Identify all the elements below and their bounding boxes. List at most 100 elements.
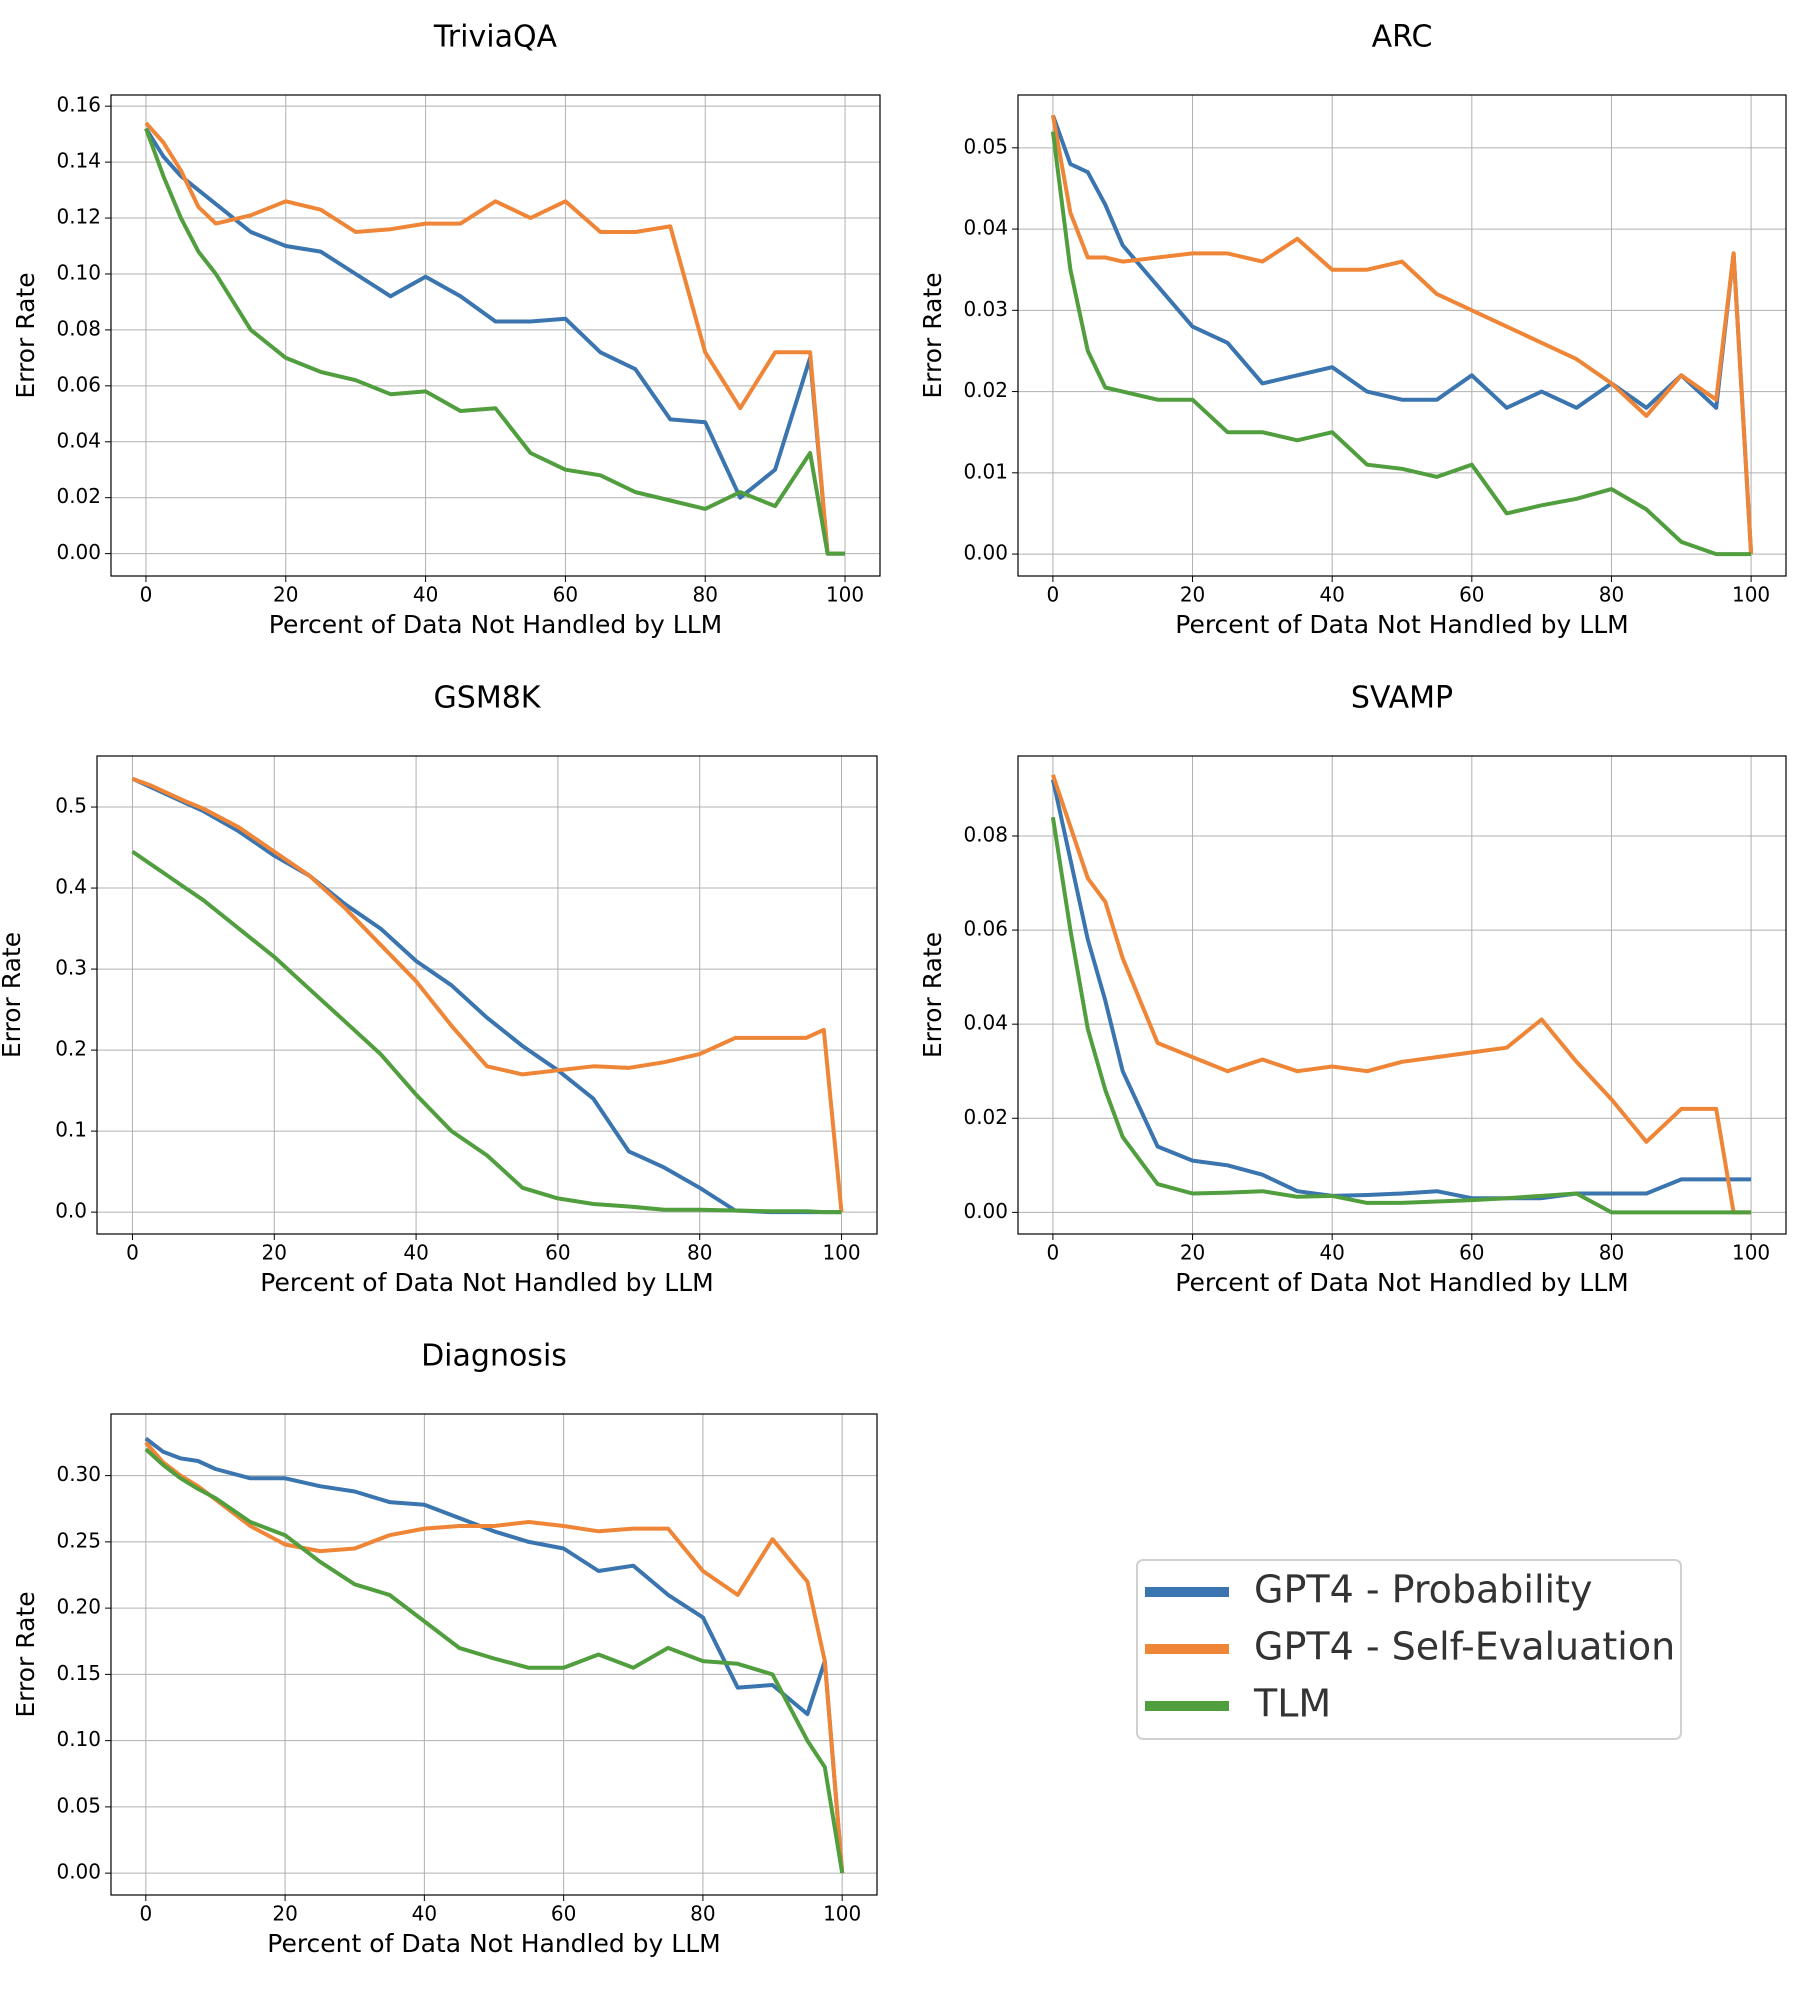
- x-tick-label: 40: [413, 583, 438, 607]
- subplot: 0 20 40 60 80 100 0.00 0.02 0.04 0.06 0.08 SVAMP Per…: [918, 681, 1787, 1297]
- chart-title: TriviaQA: [433, 20, 558, 55]
- y-tick-label: 0.10: [56, 1727, 101, 1751]
- series-line: [144, 121, 845, 556]
- y-tick-label: 0.01: [963, 459, 1008, 483]
- y-tick-label: 0.05: [56, 1793, 101, 1817]
- x-tick-label: 0: [126, 1241, 139, 1265]
- x-tick-label: 100: [1732, 583, 1770, 607]
- x-tick-label: 60: [553, 583, 578, 607]
- subplot: 0 20 40 60 80 100 0.00 0.05 0.10 0.15 0.20 0.25 0.30…: [11, 1339, 878, 1958]
- series-line: [1051, 774, 1752, 1215]
- legend: GPT4 - Probability GPT4 - Self-Evaluation…: [1136, 1559, 1682, 1740]
- x-tick-label: 80: [693, 583, 718, 607]
- x-tick-label: 20: [273, 583, 298, 607]
- chart-title: GSM8K: [434, 681, 542, 716]
- series-line: [144, 1447, 845, 1874]
- y-tick-label: 0.4: [55, 875, 87, 899]
- y-tick-label: 0.05: [963, 134, 1008, 158]
- y-axis-label: Error Rate: [918, 272, 947, 398]
- y-tick-label: 0.00: [56, 1860, 101, 1884]
- x-tick-label: 80: [687, 1241, 712, 1265]
- x-axis-label: Percent of Data Not Handled by LLM: [269, 610, 722, 639]
- x-tick-label: 40: [1319, 583, 1344, 607]
- y-tick-label: 0.06: [56, 372, 101, 396]
- y-tick-label: 0.06: [963, 917, 1008, 941]
- y-tick-label: 0.00: [963, 541, 1008, 565]
- y-tick-label: 0.2: [55, 1037, 87, 1061]
- x-tick-label: 40: [412, 1902, 437, 1926]
- plot-frame: [96, 755, 878, 1235]
- x-tick-label: 60: [1459, 583, 1484, 607]
- x-tick-label: 20: [262, 1241, 287, 1265]
- x-tick-label: 80: [1599, 1241, 1624, 1265]
- plot-frame: [1017, 755, 1787, 1235]
- y-tick-label: 0.02: [963, 378, 1008, 402]
- plot-frame: [110, 94, 881, 577]
- x-tick-label: 100: [1732, 1241, 1770, 1265]
- y-tick-label: 0.03: [963, 297, 1008, 321]
- series-line: [1050, 131, 1752, 557]
- series-line: [1051, 114, 1754, 555]
- y-tick-label: 0.30: [56, 1462, 101, 1486]
- y-tick-label: 0.25: [56, 1528, 101, 1552]
- y-tick-label: 0.20: [56, 1595, 101, 1619]
- series-line: [131, 776, 842, 1215]
- series-line: [144, 127, 845, 556]
- y-tick-label: 0.3: [55, 956, 87, 980]
- x-tick-label: 80: [690, 1902, 715, 1926]
- chart-title: Diagnosis: [421, 1339, 567, 1374]
- plot-frame: [110, 1413, 878, 1896]
- x-axis-label: Percent of Data Not Handled by LLM: [267, 1929, 720, 1958]
- y-axis-label: Error Rate: [11, 272, 40, 398]
- y-tick-label: 0.08: [56, 316, 101, 340]
- legend-frame: [1136, 1559, 1682, 1740]
- x-tick-label: 100: [826, 583, 864, 607]
- y-tick-label: 0.00: [963, 1199, 1008, 1223]
- y-tick-label: 0.04: [963, 216, 1008, 240]
- y-axis-label: Error Rate: [918, 932, 947, 1058]
- y-axis-label: Error Rate: [0, 932, 26, 1058]
- chart-title: ARC: [1372, 20, 1433, 55]
- y-tick-label: 0.0: [55, 1199, 87, 1223]
- series-line: [144, 1436, 845, 1874]
- legend-label: GPT4 - Probability: [1254, 1568, 1593, 1612]
- x-tick-label: 0: [140, 583, 153, 607]
- chart-title: SVAMP: [1351, 681, 1453, 716]
- subplot: 0 20 40 60 80 100 0.00 0.02 0.04 0.06 0.08 0.10 0.12…: [11, 20, 881, 639]
- y-tick-label: 0.1: [55, 1118, 87, 1142]
- y-tick-label: 0.02: [963, 1105, 1008, 1129]
- subplot: 0 20 40 60 80 100 0.0 0.1 0.2 0.3 0.4 0.5 GSM8K Perce…: [0, 681, 878, 1297]
- x-tick-label: 40: [1319, 1241, 1344, 1265]
- x-tick-label: 60: [545, 1241, 570, 1265]
- x-tick-label: 0: [1047, 1241, 1060, 1265]
- y-tick-label: 0.10: [56, 260, 101, 284]
- y-tick-label: 0.14: [56, 149, 101, 173]
- x-tick-label: 0: [139, 1902, 152, 1926]
- y-axis-label: Error Rate: [11, 1591, 40, 1717]
- x-tick-label: 60: [551, 1902, 576, 1926]
- y-tick-label: 0.00: [56, 540, 101, 564]
- y-tick-label: 0.04: [963, 1011, 1008, 1035]
- series-line: [131, 776, 844, 1213]
- x-tick-label: 20: [1180, 583, 1205, 607]
- y-tick-label: 0.16: [56, 93, 101, 117]
- legend-label: TLM: [1253, 1682, 1331, 1726]
- y-tick-label: 0.15: [56, 1661, 101, 1685]
- x-axis-label: Percent of Data Not Handled by LLM: [260, 1268, 713, 1297]
- x-axis-label: Percent of Data Not Handled by LLM: [1175, 1268, 1628, 1297]
- x-tick-label: 100: [822, 1241, 860, 1265]
- series-line: [144, 127, 845, 556]
- series-line: [1050, 816, 1752, 1215]
- x-tick-label: 0: [1047, 583, 1060, 607]
- y-tick-label: 0.08: [963, 822, 1008, 846]
- y-tick-label: 0.5: [55, 794, 87, 818]
- y-tick-label: 0.12: [56, 205, 101, 229]
- series-line: [1050, 114, 1754, 555]
- y-tick-label: 0.02: [56, 484, 101, 508]
- plot-frame: [1017, 94, 1787, 577]
- subplot: 0 20 40 60 80 100 0.00 0.01 0.02 0.03 0.04 0.05 ARC P…: [918, 20, 1787, 639]
- y-tick-label: 0.04: [56, 428, 101, 452]
- legend-label: GPT4 - Self-Evaluation: [1254, 1625, 1675, 1669]
